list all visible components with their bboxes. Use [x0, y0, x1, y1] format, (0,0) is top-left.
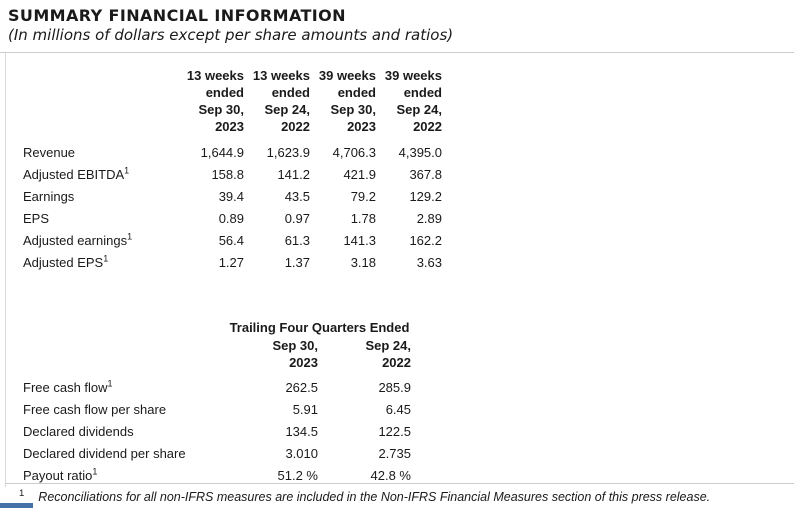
cell-value: 262.5: [285, 380, 318, 395]
cell-value: 43.5: [284, 189, 310, 204]
cell-value: 79.2: [350, 189, 376, 204]
cell-value: 1,644.9: [200, 145, 244, 160]
horizontal-rule: [0, 52, 794, 53]
cell-value: 141.3: [343, 233, 376, 248]
footnote-text: Reconciliations for all non-IFRS measure…: [38, 490, 711, 505]
footnote-marker: 1: [103, 253, 109, 264]
tables-content: 13 weeks ended Sep 30, 2023 13 weeks end…: [5, 53, 794, 487]
row-label: Free cash flow per share: [23, 395, 228, 417]
row-label-text: Adjusted EBITDA: [23, 167, 125, 182]
header-spacer: [23, 320, 228, 337]
table-row: Revenue 1,644.9 1,623.9 4,706.3 4,395.0: [23, 138, 442, 160]
column-header: 13 weeks ended Sep 30, 2023: [186, 68, 244, 134]
cell-value: 3.63: [416, 255, 442, 270]
column-header: 39 weeks ended Sep 30, 2023: [318, 68, 376, 134]
trailing-quarters-table: Trailing Four Quarters Ended Sep 30, 202…: [23, 320, 411, 483]
cell-value: 2.89: [416, 211, 442, 226]
footnote-marker: 1: [127, 231, 133, 242]
page-title: SUMMARY FINANCIAL INFORMATION: [8, 6, 346, 25]
footnote-marker: 1: [107, 378, 113, 389]
cell-value: 367.8: [409, 167, 442, 182]
table-header-row: Sep 30, 2023 Sep 24, 2022: [23, 337, 411, 373]
row-label: Declared dividends: [23, 417, 228, 439]
footnote: 1 Reconciliations for all non-IFRS measur…: [5, 483, 794, 504]
footnote-marker: 1: [92, 466, 98, 477]
page-subtitle: (In millions of dollars except per share…: [8, 26, 454, 44]
row-label-text: Declared dividends: [23, 424, 134, 439]
cell-value: 129.2: [409, 189, 442, 204]
cell-value: 4,395.0: [398, 145, 442, 160]
table-row: Payout ratio1 51.2 % 42.8 %: [23, 461, 411, 483]
table-row: Declared dividends 134.5 122.5: [23, 417, 411, 439]
row-label: Payout ratio1: [23, 461, 228, 483]
cell-value: 158.8: [211, 167, 244, 182]
partial-element-fragment: [0, 503, 33, 508]
quarterly-results-table: 13 weeks ended Sep 30, 2023 13 weeks end…: [23, 67, 442, 270]
table-row: Adjusted EPS1 1.27 1.37 3.18 3.63: [23, 248, 442, 270]
footnote-marker: 1: [124, 165, 130, 176]
cell-value: 0.89: [218, 211, 244, 226]
row-label: Adjusted EBITDA1: [23, 160, 178, 182]
row-label: Revenue: [23, 138, 178, 160]
row-label-text: Payout ratio: [23, 468, 93, 483]
column-header: 39 weeks ended Sep 24, 2022: [384, 68, 442, 134]
cell-value: 122.5: [378, 424, 411, 439]
cell-value: 42.8 %: [370, 468, 411, 483]
row-label-text: Free cash flow per share: [23, 402, 167, 417]
column-header: 13 weeks ended Sep 24, 2022: [252, 68, 310, 134]
row-label: EPS: [23, 204, 178, 226]
cell-value: 0.97: [284, 211, 310, 226]
cell-value: 1.27: [218, 255, 244, 270]
cell-value: 141.2: [277, 167, 310, 182]
cell-value: 56.4: [218, 233, 244, 248]
column-header: Sep 24, 2022: [365, 338, 411, 370]
cell-value: 2.735: [378, 446, 411, 461]
table-row: EPS 0.89 0.97 1.78 2.89: [23, 204, 442, 226]
table-span-header-row: Trailing Four Quarters Ended: [23, 320, 411, 337]
cell-value: 134.5: [285, 424, 318, 439]
row-label: Declared dividend per share: [23, 439, 228, 461]
footnote-number: 1: [19, 488, 25, 499]
cell-value: 51.2 %: [277, 468, 318, 483]
header-spacer: [23, 337, 228, 373]
cell-value: 3.18: [350, 255, 376, 270]
cell-value: 1.37: [284, 255, 310, 270]
cell-value: 4,706.3: [332, 145, 376, 160]
cell-value: 162.2: [409, 233, 442, 248]
row-label: Adjusted earnings1: [23, 226, 178, 248]
cell-value: 6.45: [385, 402, 411, 417]
table-row: Free cash flow per share 5.91 6.45: [23, 395, 411, 417]
header-spacer: [23, 67, 178, 138]
column-header: Sep 30, 2023: [272, 338, 318, 370]
row-label-text: Declared dividend per share: [23, 446, 186, 461]
cell-value: 5.91: [292, 402, 318, 417]
table-header-row: 13 weeks ended Sep 30, 2023 13 weeks end…: [23, 67, 442, 138]
table-row: Declared dividend per share 3.010 2.735: [23, 439, 411, 461]
cell-value: 1.78: [350, 211, 376, 226]
row-label-text: Adjusted earnings: [23, 233, 128, 248]
span-column-header: Trailing Four Quarters Ended: [229, 320, 410, 335]
cell-value: 421.9: [343, 167, 376, 182]
cell-value: 1,623.9: [266, 145, 310, 160]
row-label-text: Adjusted EPS: [23, 255, 104, 270]
row-label: Adjusted EPS1: [23, 248, 178, 270]
table-row: Free cash flow1 262.5 285.9: [23, 373, 411, 395]
row-label-text: Earnings: [23, 189, 75, 204]
row-label-text: Free cash flow: [23, 380, 108, 395]
section-header: SUMMARY FINANCIAL INFORMATION (In millio…: [0, 0, 794, 45]
row-label-text: EPS: [23, 211, 50, 226]
cell-value: 285.9: [378, 380, 411, 395]
row-label-text: Revenue: [23, 145, 76, 160]
cell-value: 61.3: [284, 233, 310, 248]
cell-value: 39.4: [218, 189, 244, 204]
table-row: Adjusted EBITDA1 158.8 141.2 421.9 367.8: [23, 160, 442, 182]
row-label: Free cash flow1: [23, 373, 228, 395]
table-row: Earnings 39.4 43.5 79.2 129.2: [23, 182, 442, 204]
table-row: Adjusted earnings1 56.4 61.3 141.3 162.2: [23, 226, 442, 248]
cell-value: 3.010: [285, 446, 318, 461]
row-label: Earnings: [23, 182, 178, 204]
